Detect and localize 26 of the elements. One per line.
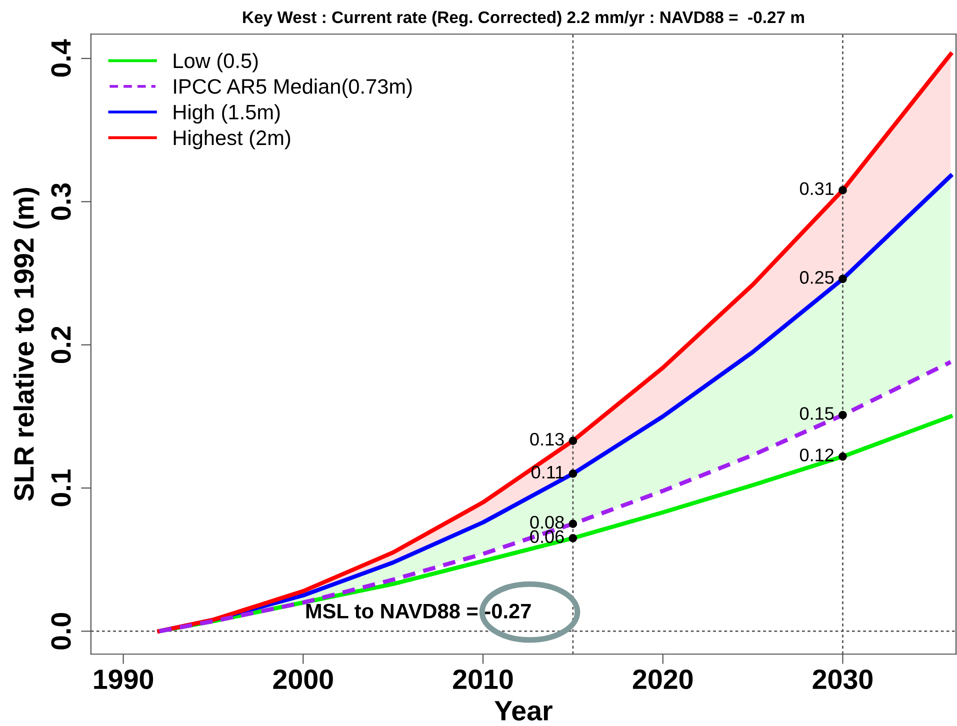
y-tick-label: 0.2 [51, 326, 71, 364]
x-tick-label: 2000 [273, 669, 333, 690]
data-label: 0.12 [800, 448, 834, 462]
legend-label: Low (0.5) [174, 52, 258, 72]
data-label: 0.15 [800, 407, 834, 420]
y-axis-title: SLR relative to 1992 (m) [13, 188, 40, 501]
y-tick-label: 0.3 [51, 183, 71, 220]
data-label: 0.13 [530, 432, 564, 446]
x-tick-label: 2010 [453, 669, 513, 690]
data-label: 0.08 [530, 516, 564, 529]
x-tick-label: 2020 [632, 669, 693, 690]
legend-label: High (1.5m) [174, 104, 280, 124]
x-tick-label: 2030 [812, 669, 872, 690]
line-series [157, 360, 953, 634]
y-tick-label: 0.4 [51, 39, 71, 77]
chart-title: Key West : Current rate (Reg. Corrected) 2.2 mm/yr : NAVD88 = -0.27 m [243, 10, 804, 27]
x-axis-title: Year [494, 701, 552, 721]
y-tick-label: 0.0 [51, 613, 71, 650]
data-label: 0.25 [800, 271, 834, 284]
data-label: 0.31 [800, 182, 834, 196]
legend-label: IPCC AR5 Median(0.73m) [174, 78, 412, 98]
legend-label: Highest (2m) [174, 130, 290, 150]
annotation: MSL to NAVD88 = -0.27 [306, 604, 531, 619]
x-tick-label: 1990 [94, 669, 154, 690]
y-tick-label: 0.1 [51, 469, 71, 506]
data-label: 0.11 [532, 466, 564, 479]
